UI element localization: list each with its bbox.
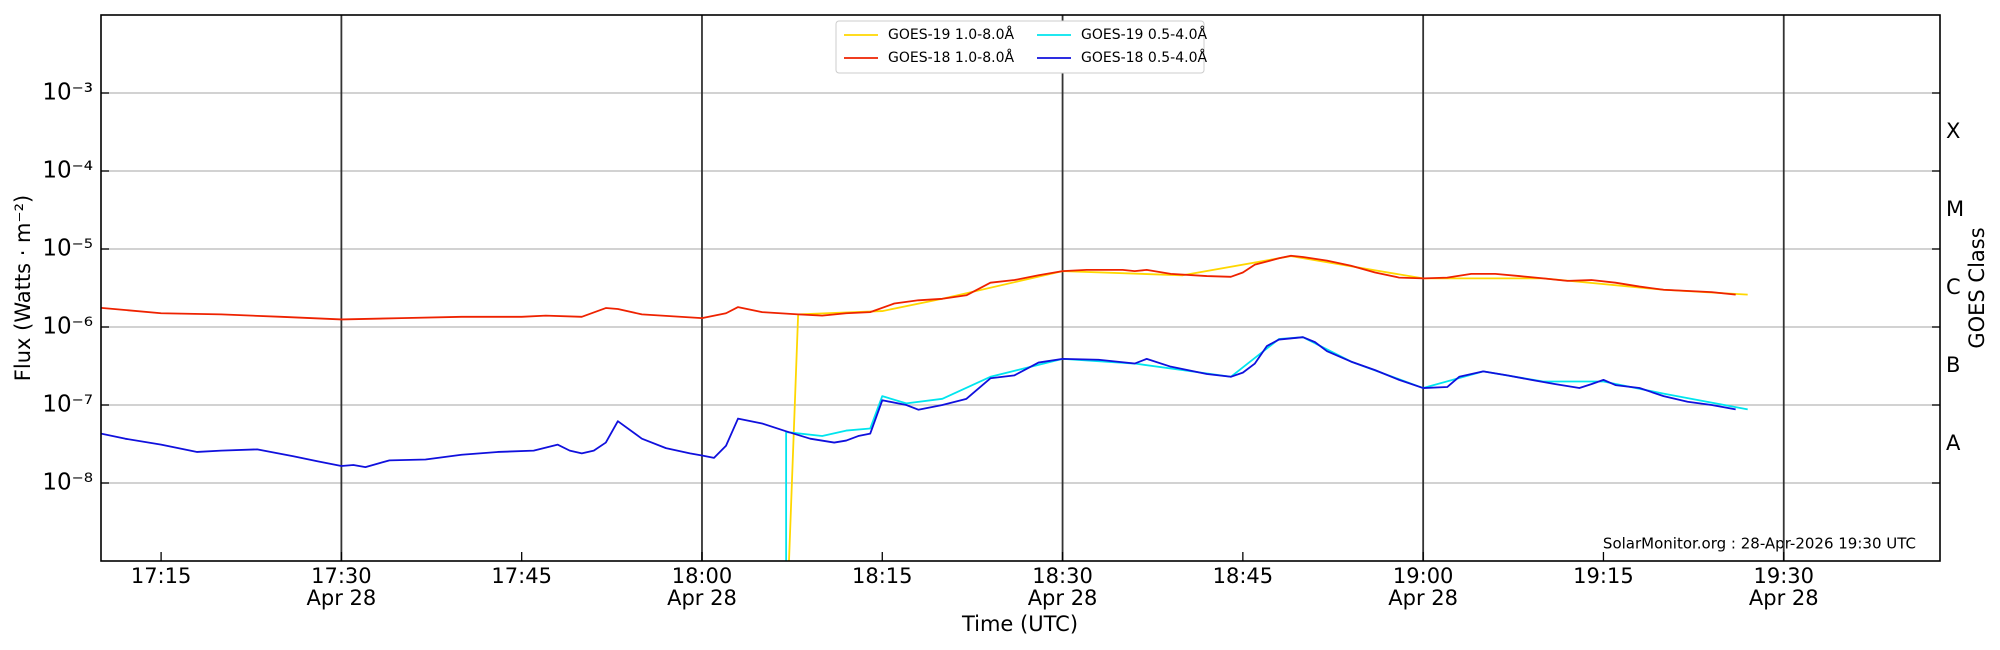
x-tick-sublabel: Apr 28: [1028, 586, 1098, 610]
class-label: X: [1946, 119, 1960, 143]
x-tick-label: 18:30: [1032, 564, 1093, 588]
x-tick-label: 19:30: [1753, 564, 1814, 588]
legend-label: GOES-19 1.0-8.0Å: [888, 26, 1014, 43]
x-tick-label: 18:15: [852, 564, 913, 588]
x-tick-label: 19:15: [1573, 564, 1634, 588]
x-tick-label: 18:45: [1213, 564, 1274, 588]
y-tick-label: 10⁻⁶: [42, 314, 93, 340]
class-label: C: [1946, 275, 1961, 299]
legend-label: GOES-18 1.0-8.0Å: [888, 49, 1014, 66]
x-tick-label: 19:00: [1393, 564, 1454, 588]
y-axis-label: Flux (Watts · m⁻²): [11, 195, 35, 381]
legend-box: [835, 20, 1205, 74]
y2-axis-label: GOES Class: [1965, 227, 1989, 348]
x-tick-label: 17:30: [311, 564, 372, 588]
series-line: [101, 254, 1736, 321]
x-tick-sublabel: Apr 28: [667, 586, 737, 610]
x-tick-sublabel: Apr 28: [1388, 586, 1458, 610]
legend-label: GOES-19 0.5-4.0Å: [1081, 26, 1207, 43]
x-tick-sublabel: Apr 28: [307, 586, 377, 610]
class-label: A: [1946, 431, 1961, 455]
y-tick-label: 10⁻⁸: [42, 470, 93, 496]
class-label: B: [1946, 353, 1960, 377]
y-tick-label: 10⁻⁵: [42, 236, 93, 262]
x-tick-sublabel: Apr 28: [1749, 586, 1819, 610]
series-line: [101, 336, 1736, 468]
y-tick-label: 10⁻³: [42, 80, 93, 106]
x-axis-label: Time (UTC): [961, 612, 1078, 636]
legend-label: GOES-18 0.5-4.0Å: [1081, 49, 1207, 66]
y-tick-label: 10⁻⁷: [42, 392, 93, 418]
plot-area: [101, 254, 1748, 561]
annotation: SolarMonitor.org : 28-Apr-2026 19:30 UTC: [1603, 535, 1916, 553]
x-tick-label: 17:45: [491, 564, 552, 588]
class-label: M: [1946, 197, 1964, 221]
x-tick-label: 18:00: [672, 564, 733, 588]
plot-frame: [100, 14, 1941, 562]
x-tick-label: 17:15: [131, 564, 192, 588]
y-tick-label: 10⁻⁴: [42, 158, 93, 184]
